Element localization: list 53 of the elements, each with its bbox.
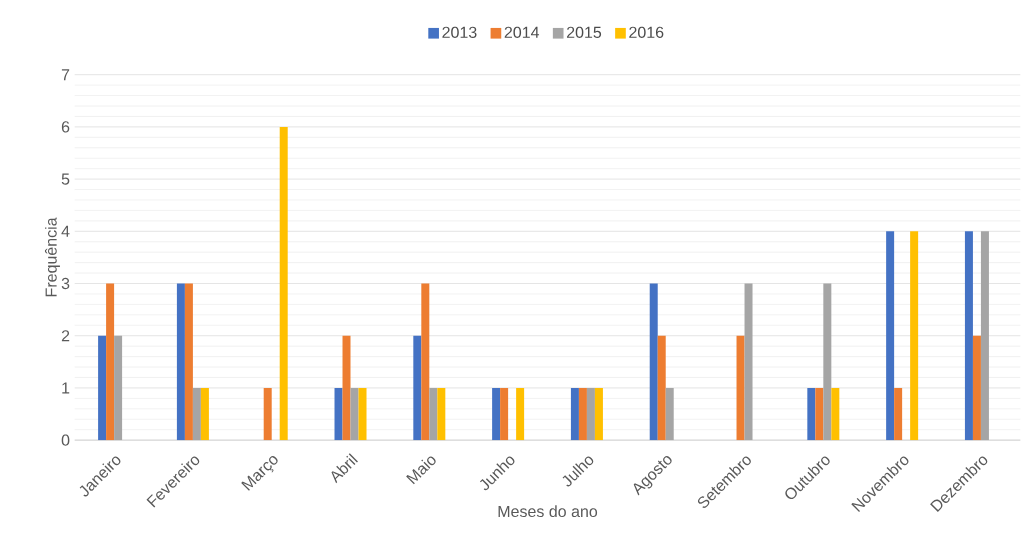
bar <box>570 387 579 441</box>
bar <box>894 387 903 441</box>
bar <box>649 283 658 441</box>
bar <box>437 387 446 441</box>
bar <box>334 387 343 441</box>
y-axis-title: Frequência <box>44 217 60 297</box>
bar <box>106 283 115 441</box>
bar <box>665 387 674 441</box>
bar <box>429 387 438 441</box>
bar <box>744 283 753 441</box>
x-axis-title: Meses do ano <box>498 505 598 517</box>
bar <box>657 335 666 441</box>
bar <box>578 387 587 441</box>
bar <box>184 283 193 441</box>
bar <box>886 231 895 441</box>
y-tick-label: 1 <box>62 382 70 394</box>
bar <box>807 387 816 441</box>
bar <box>910 231 919 441</box>
bar <box>980 231 989 441</box>
bar <box>350 387 359 441</box>
bar <box>500 387 509 441</box>
bar <box>358 387 367 441</box>
bar <box>594 387 603 441</box>
legend-label: 2013 <box>442 26 477 38</box>
y-tick-label: 6 <box>61 121 70 133</box>
y-tick-label: 4 <box>61 225 70 237</box>
y-tick-label: 3 <box>61 277 70 290</box>
bar <box>263 387 272 441</box>
bar <box>972 335 981 441</box>
y-tick-label: 7 <box>61 69 70 81</box>
bar <box>98 335 107 441</box>
bar <box>964 231 973 441</box>
bar <box>200 387 209 441</box>
y-tick-label: 2 <box>61 330 70 342</box>
legend-label: 2016 <box>629 26 664 38</box>
bar <box>421 283 430 441</box>
bar <box>831 387 840 441</box>
y-tick-label: 5 <box>61 173 70 185</box>
bar <box>176 283 185 441</box>
bar <box>114 335 123 441</box>
bar <box>516 387 525 441</box>
legend-label: 2015 <box>566 26 602 38</box>
legend-label: 2014 <box>504 26 540 38</box>
bar <box>736 335 745 441</box>
bar <box>192 387 201 441</box>
bar <box>342 335 351 441</box>
bar <box>279 126 288 441</box>
bar <box>815 387 824 441</box>
bar <box>492 387 501 441</box>
y-tick-label: 0 <box>61 434 70 446</box>
bar <box>823 283 832 441</box>
bar <box>586 387 595 441</box>
bar <box>413 335 422 441</box>
